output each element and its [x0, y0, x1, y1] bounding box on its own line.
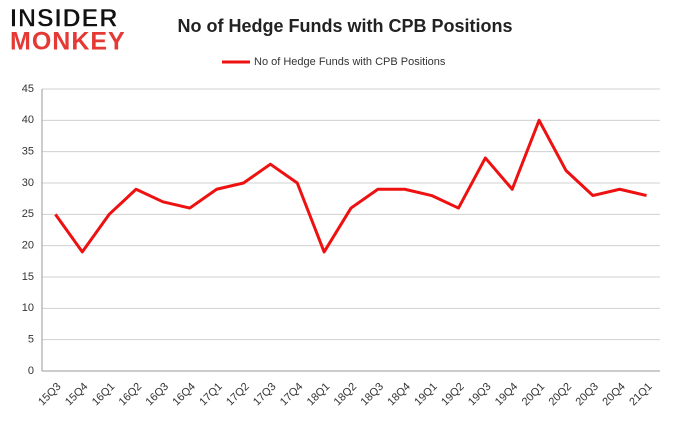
x-tick-label: 16Q1 — [90, 381, 118, 409]
logo-line1: INSIDER — [10, 5, 118, 33]
y-tick-label: 0 — [28, 365, 34, 377]
y-tick-label: 35 — [22, 146, 34, 158]
legend-label: No of Hedge Funds with CPB Positions — [254, 56, 446, 68]
x-tick-label: 17Q4 — [278, 381, 306, 409]
x-tick-label: 17Q2 — [224, 381, 252, 409]
data-line — [54, 118, 647, 254]
y-tick-label: 10 — [22, 302, 34, 314]
x-tick-label: 18Q3 — [359, 381, 387, 409]
x-tick-label: 19Q2 — [439, 381, 467, 409]
x-tick-label: 20Q2 — [547, 381, 575, 409]
y-tick-label: 15 — [22, 271, 34, 283]
x-tick-label: 16Q3 — [144, 381, 172, 409]
x-tick-label: 17Q3 — [251, 381, 279, 409]
x-tick-label: 19Q3 — [466, 381, 494, 409]
chart-title: No of Hedge Funds with CPB Positions — [178, 16, 513, 36]
x-tick-label: 20Q1 — [520, 381, 548, 409]
y-tick-label: 25 — [22, 208, 34, 220]
x-tick-label: 15Q3 — [36, 381, 64, 409]
x-tick-label: 19Q1 — [412, 381, 440, 409]
x-tick-label: 17Q1 — [197, 381, 225, 409]
x-tick-label: 18Q1 — [305, 381, 333, 409]
x-tick-label: 18Q4 — [385, 381, 413, 409]
x-tick-label: 16Q4 — [170, 381, 198, 409]
x-tick-label: 15Q4 — [63, 381, 91, 409]
y-tick-label: 30 — [22, 177, 34, 189]
y-tick-label: 20 — [22, 240, 34, 252]
x-tick-label: 16Q2 — [117, 381, 145, 409]
y-tick-label: 40 — [22, 114, 34, 126]
y-tick-label: 45 — [22, 83, 34, 95]
x-tick-label: 21Q1 — [627, 381, 655, 409]
y-tick-label: 5 — [28, 334, 34, 346]
x-tick-label: 20Q4 — [600, 381, 628, 409]
logo-line2: MONKEY — [10, 28, 126, 56]
x-tick-label: 18Q2 — [332, 381, 360, 409]
x-tick-label: 19Q4 — [493, 381, 521, 409]
x-tick-label: 20Q3 — [573, 381, 601, 409]
